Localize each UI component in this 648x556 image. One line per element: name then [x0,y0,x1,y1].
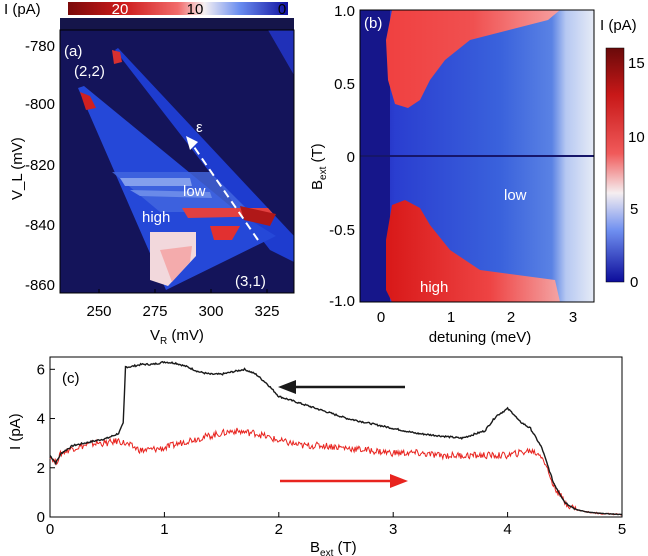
panel-c-label: (c) [62,370,80,387]
panel-a-high-label: high [142,209,170,226]
panel-a-xtick: 275 [142,303,167,320]
panel-a-colorbar-gap [60,18,294,30]
panel-b-xtick: 1 [447,309,455,326]
panel-a-xaxis: 250 275 300 325 VR (mV) [86,289,280,347]
panel-a-epsilon-arrowhead [186,136,198,150]
panel-a-xtick: 300 [198,303,223,320]
y-tick-label: 4 [37,411,45,428]
panel-a-band [130,190,212,198]
panel-c: (c) 0 1 2 3 4 5 0 2 4 6 I (pA) Bext (T) [7,356,627,556]
x-tick-label: 5 [618,521,626,538]
series-line-up-sweep [49,427,623,516]
panel-a-low-label: low [183,183,206,200]
panel-b-yaxis: 1.0 0.5 0 -0.5 -1.0 Bext (T) [309,3,355,310]
panel-b-ytick: -0.5 [329,222,355,239]
panel-c-ylabel: I (pA) [7,413,24,450]
panel-a-colorbar [68,2,288,15]
panel-b-red-region-bottom [386,200,560,302]
panel-b-red-region-top [386,10,560,108]
panel-b-ytick: 1.0 [334,3,355,20]
panel-c-axes: 0 1 2 3 4 5 0 2 4 6 [37,361,627,538]
panel-b-colorbar-tick: 15 [628,55,645,72]
panel-a-epsilon-arrow [191,143,259,241]
panel-b-xlabel: detuning (meV) [429,329,532,346]
panel-a-ylabel: V_L (mV) [9,137,26,200]
x-tick-label: 0 [46,521,54,538]
series-line-down-sweep [49,360,623,516]
panel-a-state-31: (3,1) [235,273,266,290]
panel-a-red-region [210,226,240,240]
panel-c-frame [49,356,623,518]
panel-a-corner-wedge [268,30,294,75]
panel-a-ytick: -840 [25,217,55,234]
panel-b-frame [359,9,595,303]
panel-a-label: (a) [64,43,82,60]
panel-b-colorbar-label: I (pA) [600,17,637,34]
panel-c-sweep-down-arrowhead [278,380,296,394]
panel-a-band [120,178,192,186]
panel-c-series [49,360,623,516]
panel-a-epsilon-label: ε [196,119,203,136]
panel-b-colorbar [605,47,625,283]
panel-b-colorbar-tick: 10 [628,129,645,146]
panel-a-xtick: 250 [86,303,111,320]
panel-b-ytick: 0.5 [334,76,355,93]
panel-c-sweep-up-arrowhead [390,474,408,488]
panel-a: I (pA) 20 10 0 ε (a) (2,2) low high (3,1… [4,1,295,347]
panel-b-low-label: low [504,187,527,204]
panel-b-label: (b) [364,15,382,32]
panel-a-state-22: (2,2) [74,63,105,80]
y-tick-label: 2 [37,460,45,477]
x-tick-label: 2 [275,521,283,538]
x-tick-label: 3 [389,521,397,538]
x-tick-label: 4 [503,521,511,538]
panel-a-ytick: -860 [25,277,55,294]
panel-b-high-label: high [420,279,448,296]
panel-b-ylabel: Bext (T) [309,143,329,190]
panel-a-colorbar-tick: 10 [187,1,204,18]
panel-a-xtick: 325 [254,303,279,320]
y-tick-label: 0 [37,509,45,526]
panel-a-ytick: -780 [25,38,55,55]
panel-b-ytick: 0 [347,149,355,166]
panel-a-yaxis: -780 -800 -820 -840 -860 V_L (mV) [9,38,55,294]
panel-b-colorbar-tick: 0 [630,274,638,291]
panel-a-colorbar-tick: 0 [278,1,286,18]
panel-b-xaxis: 0 1 2 3 detuning (meV) [377,309,577,346]
x-tick-label: 1 [160,521,168,538]
panel-a-hotspot [112,50,122,64]
panel-c-xlabel: Bext (T) [310,539,357,556]
y-tick-label: 6 [37,361,45,378]
panel-a-pink-region [160,246,192,282]
panel-a-high-stripe [240,206,276,226]
panel-b-ytick: -1.0 [329,293,355,310]
panel-b-xtick: 3 [569,309,577,326]
panel-a-ytick: -820 [25,157,55,174]
panel-b-xtick: 2 [507,309,515,326]
panel-b-colorbar-tick: 5 [630,201,638,218]
panel-a-colorbar-label: I (pA) [4,1,41,18]
panel-a-ytick: -800 [25,96,55,113]
panel-a-colorbar-tick: 20 [112,1,129,18]
panel-a-hotspot-22 [80,92,96,110]
panel-b: (b) low high 1.0 0.5 0 -0.5 -1.0 Bext (T… [309,3,645,346]
panel-a-xlabel: VR (mV) [150,327,204,347]
panel-a-frame [59,29,295,294]
panel-b-xtick: 0 [377,309,385,326]
